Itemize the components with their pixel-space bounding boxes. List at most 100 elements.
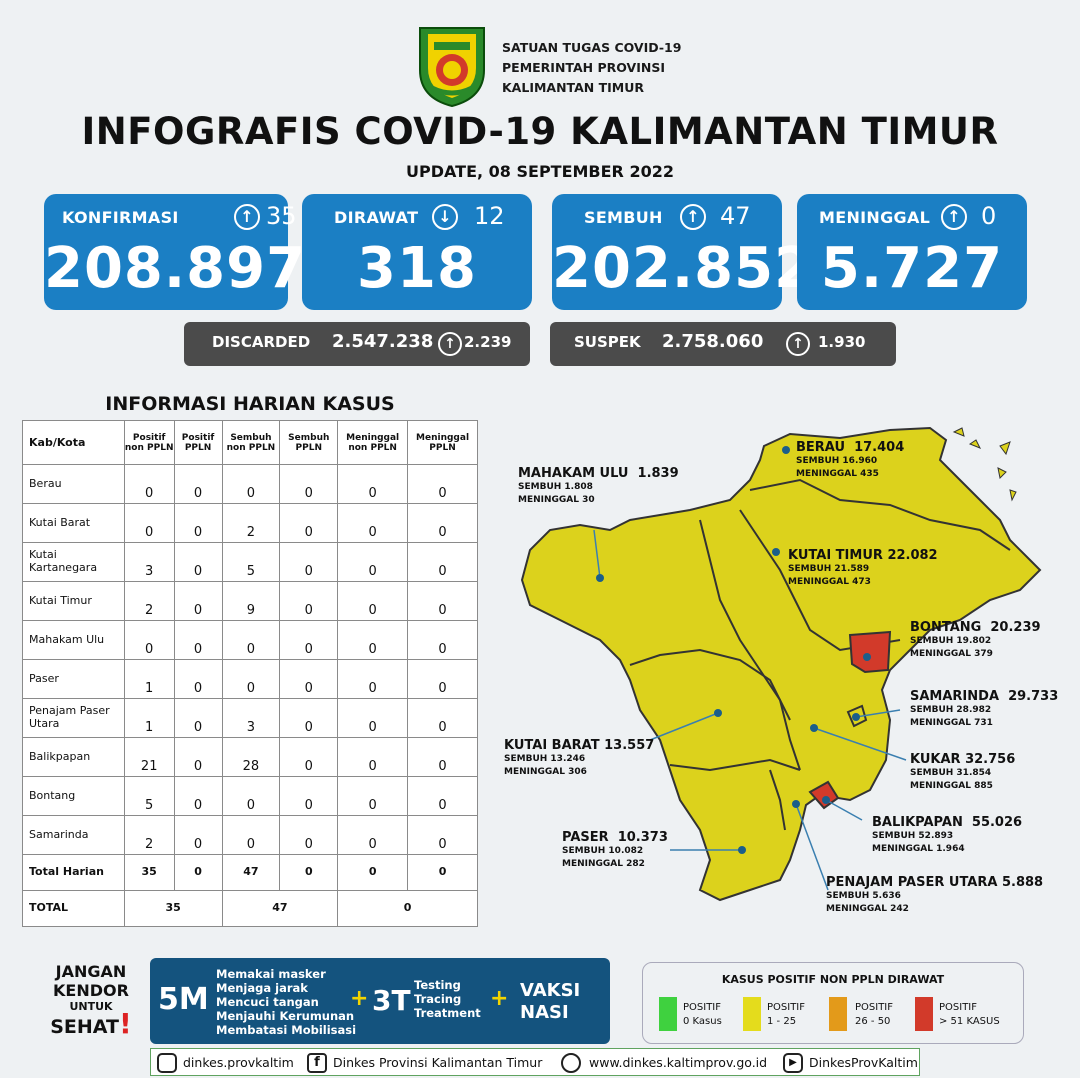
map-legend: KASUS POSITIF NON PPLN DIRAWAT POSITIF 0 … — [642, 962, 1024, 1044]
cell-value: 9 — [221, 581, 281, 621]
column-header: Kab/Kota — [22, 420, 125, 465]
cell-value: 0 — [407, 464, 478, 504]
label-samarinda: SAMARINDA 29.733 SEMBUH 28.982 MENINGGAL… — [910, 689, 1059, 728]
cell-value: 0 — [279, 737, 339, 777]
dirawat-delta: 12 — [474, 202, 505, 230]
website-link[interactable]: www.dinkes.kaltimprov.go.id — [589, 1055, 768, 1070]
column-header: Meninggal non PPLN — [337, 420, 409, 465]
suspek-label: SUSPEK — [574, 333, 641, 351]
legend-swatch-yellow — [743, 997, 761, 1031]
cell-value: 0 — [407, 698, 478, 738]
total-cell: 0 — [337, 890, 478, 927]
cell-value: 0 — [337, 620, 409, 660]
cell-value: 28 — [221, 737, 281, 777]
table-row: Kutai Kartanegara 3 0 5 0 0 0 — [22, 542, 478, 582]
meninggal-value: 5.727 — [820, 236, 1004, 301]
cell-value: 0 — [279, 815, 339, 855]
label-paser: PASER 10.373 SEMBUH 10.082 MENINGGAL 282 — [562, 830, 668, 869]
bontang-shape — [848, 630, 892, 674]
table-row: Bontang 5 0 0 0 0 0 — [22, 776, 478, 816]
label-bontang: BONTANG 20.239 SEMBUH 19.802 MENINGGAL 3… — [910, 620, 1041, 659]
legend-swatch-orange — [829, 997, 847, 1031]
cell-value: 0 — [173, 815, 223, 855]
arrow-down-icon: ↓ — [432, 204, 458, 230]
cell-value: 0 — [407, 503, 478, 543]
total-cell: TOTAL — [22, 890, 125, 927]
table-row: Kutai Timur 2 0 9 0 0 0 — [22, 581, 478, 621]
arrow-up-icon: ↑ — [941, 204, 967, 230]
row-name: Kutai Timur — [22, 581, 125, 621]
table-header-row: Kab/Kota Positif non PPLN Positif PPLN Semb… — [22, 420, 478, 465]
row-name: Balikpapan — [22, 737, 125, 777]
cell-value: 0 — [221, 620, 281, 660]
row-name: Berau — [22, 464, 125, 504]
suspek-bar: SUSPEK 2.758.060 ↑ 1.930 — [550, 322, 896, 366]
cell-value: 0 — [279, 464, 339, 504]
sembuh-value: 202.852 — [552, 236, 815, 301]
row-name: Paser — [22, 659, 125, 699]
discarded-value: 2.547.238 — [332, 331, 434, 352]
row-name: Mahakam Ulu — [22, 620, 125, 660]
legend-title: KASUS POSITIF NON PPLN DIRAWAT — [721, 973, 945, 986]
konfirmasi-value: 208.897 — [44, 236, 307, 301]
cell-value: 0 — [173, 503, 223, 543]
cell-value: 0 — [279, 854, 339, 891]
cell-value: 0 — [407, 854, 478, 891]
cell-value: 1 — [123, 659, 175, 699]
page-title: INFOGRAFIS COVID-19 KALIMANTAN TIMUR — [81, 110, 999, 153]
total-cell: 35 — [123, 890, 223, 927]
table-title: INFORMASI HARIAN KASUS — [105, 393, 395, 415]
facebook-handle[interactable]: Dinkes Provinsi Kalimantan Timur — [333, 1055, 543, 1070]
table-row: Balikpapan 21 0 28 0 0 0 — [22, 737, 478, 777]
discarded-bar: DISCARDED 2.547.238 ↑ 2.239 — [184, 322, 530, 366]
label-balikpapan: BALIKPAPAN 55.026 SEMBUH 52.893 MENINGGA… — [872, 815, 1023, 854]
youtube-handle[interactable]: DinkesProvKaltim — [809, 1055, 918, 1070]
cell-value: 0 — [123, 503, 175, 543]
total-harian-row: Total Harian 35 0 47 0 0 0 — [22, 854, 478, 891]
province-shape — [520, 426, 1042, 902]
label-kutai-timur: KUTAI TIMUR 22.082 SEMBUH 21.589 MENINGG… — [788, 548, 938, 587]
instagram-handle[interactable]: dinkes.provkaltim — [183, 1055, 294, 1070]
column-header: Positif non PPLN — [123, 420, 175, 465]
cell-value: 0 — [337, 698, 409, 738]
cell-value: 1 — [123, 698, 175, 738]
cell-value: 3 — [221, 698, 281, 738]
cell-value: 0 — [173, 659, 223, 699]
sembuh-card: SEMBUH ↑ 47 202.852 — [552, 194, 815, 310]
column-header: Sembuh non PPLN — [221, 420, 281, 465]
cell-value: 0 — [173, 698, 223, 738]
5m-list: Memakai masker Menjaga jarak Mencuci tan… — [216, 967, 357, 1037]
label-berau: BERAU 17.404 SEMBUH 16.960 MENINGGAL 435 — [796, 440, 905, 479]
column-header: Sembuh PPLN — [279, 420, 339, 465]
balikpapan-shape — [808, 780, 840, 810]
cell-value: 0 — [407, 542, 478, 582]
table-row: Kutai Barat 0 0 2 0 0 0 — [22, 503, 478, 543]
arrow-up-icon: ↑ — [786, 332, 810, 356]
row-name: Penajam Paser Utara — [22, 698, 125, 738]
agency-line-1: SATUAN TUGAS COVID-19 — [502, 40, 682, 55]
cell-value: 0 — [173, 542, 223, 582]
konfirmasi-card: KONFIRMASI ↑ 35 208.897 — [44, 194, 307, 310]
plus-sign: + — [350, 986, 369, 1011]
arrow-up-icon: ↑ — [438, 332, 462, 356]
dirawat-label: DIRAWAT — [334, 208, 419, 227]
cell-value: 0 — [221, 464, 281, 504]
table-row: Berau 0 0 0 0 0 0 — [22, 464, 478, 504]
table-row: Paser 1 0 0 0 0 0 — [22, 659, 478, 699]
cell-value: 0 — [279, 698, 339, 738]
vaksinasi-label: VAKSI NASI — [520, 980, 581, 1023]
legend-text-2: POSITIF 26 - 50 — [855, 1002, 894, 1027]
cell-value: 47 — [221, 854, 281, 891]
cell-value: 0 — [407, 581, 478, 621]
agency-line-2: PEMERINTAH PROVINSI — [502, 60, 665, 75]
column-header: Positif PPLN — [173, 420, 223, 465]
cell-value: 0 — [173, 776, 223, 816]
konfirmasi-delta: 35 — [266, 202, 297, 230]
cell-value: 0 — [279, 776, 339, 816]
cell-value: 0 — [407, 659, 478, 699]
cell-value: 2 — [123, 815, 175, 855]
label-kutai-barat: KUTAI BARAT 13.557 SEMBUH 13.246 MENINGG… — [504, 738, 655, 777]
cell-value: 0 — [407, 815, 478, 855]
meninggal-label: MENINGGAL — [819, 208, 931, 227]
cell-value: 0 — [337, 542, 409, 582]
